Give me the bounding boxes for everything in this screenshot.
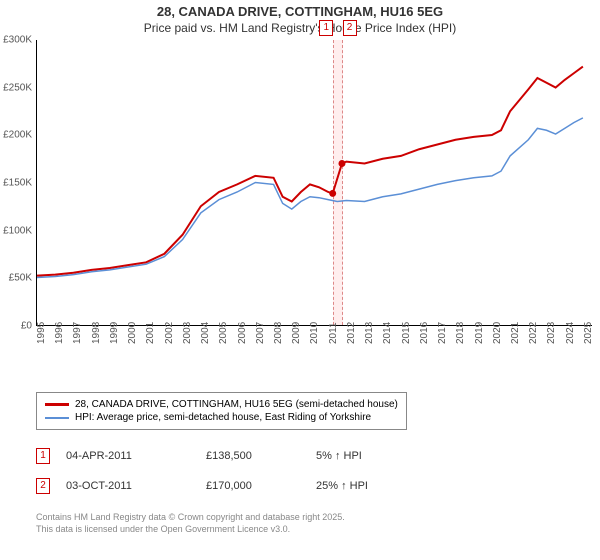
y-tick-label: £250K [0,82,32,93]
chart-area: 12 £0£50K£100K£150K£200K£250K£300K199519… [0,40,600,360]
legend-swatch-2 [45,417,69,419]
y-tick-label: £150K [0,178,32,189]
transaction-row-1: 1 04-APR-2011 £138,500 5% ↑ HPI [36,448,576,464]
legend-label-2: HPI: Average price, semi-detached house,… [75,412,371,423]
y-tick-label: £100K [0,225,32,236]
band-marker: 2 [343,20,357,36]
legend: 28, CANADA DRIVE, COTTINGHAM, HU16 5EG (… [36,392,407,430]
chart-title-2: Price paid vs. HM Land Registry's House … [0,21,600,35]
y-tick-label: £0 [0,321,32,332]
txn-price-1: £138,500 [206,450,316,462]
y-tick-label: £300K [0,35,32,46]
legend-label-1: 28, CANADA DRIVE, COTTINGHAM, HU16 5EG (… [75,399,398,410]
txn-pct-2: 25% ↑ HPI [316,480,406,492]
chart-lines [37,40,592,325]
chart-title-1: 28, CANADA DRIVE, COTTINGHAM, HU16 5EG [0,4,600,19]
y-tick-label: £50K [0,273,32,284]
transaction-row-2: 2 03-OCT-2011 £170,000 25% ↑ HPI [36,478,576,494]
legend-swatch-1 [45,403,69,406]
footer-line-2: This data is licensed under the Open Gov… [36,524,345,536]
txn-pct-1: 5% ↑ HPI [316,450,406,462]
plot-region: 12 [36,40,592,326]
footer-line-1: Contains HM Land Registry data © Crown c… [36,512,345,524]
footer: Contains HM Land Registry data © Crown c… [36,512,345,535]
y-tick-label: £200K [0,130,32,141]
txn-marker-1: 1 [36,448,50,464]
txn-marker-2: 2 [36,478,50,494]
txn-date-1: 04-APR-2011 [66,450,206,462]
txn-price-2: £170,000 [206,480,316,492]
x-tick-label: 2025 [583,322,600,344]
band-marker: 1 [319,20,333,36]
txn-date-2: 03-OCT-2011 [66,480,206,492]
